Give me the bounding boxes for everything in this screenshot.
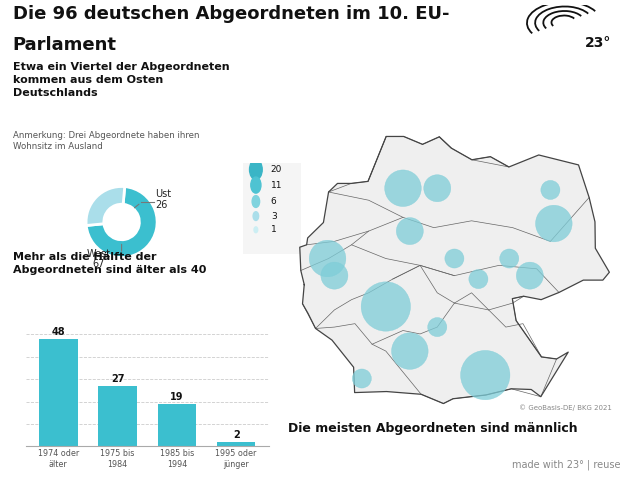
Circle shape	[516, 262, 543, 289]
Text: 26: 26	[156, 200, 168, 210]
Text: Die meisten Abgeordneten sind männlich: Die meisten Abgeordneten sind männlich	[288, 422, 578, 435]
Wedge shape	[86, 187, 125, 226]
Text: Parlament: Parlament	[13, 36, 116, 55]
Text: 67: 67	[92, 259, 105, 269]
Bar	[157, 404, 196, 446]
Circle shape	[424, 175, 451, 202]
Circle shape	[445, 249, 464, 268]
Wedge shape	[86, 187, 157, 257]
Circle shape	[500, 249, 519, 268]
Circle shape	[252, 195, 260, 207]
FancyBboxPatch shape	[243, 163, 301, 254]
Circle shape	[253, 212, 259, 220]
Polygon shape	[300, 136, 609, 404]
Text: 2: 2	[233, 430, 239, 440]
Circle shape	[361, 282, 410, 331]
Circle shape	[461, 350, 510, 400]
Circle shape	[392, 333, 428, 370]
Text: 6: 6	[271, 197, 276, 206]
Circle shape	[541, 180, 560, 200]
Circle shape	[250, 159, 262, 180]
Bar	[39, 339, 77, 446]
Text: Mehr als die Hälfte der
Abgeordneten sind älter als 40: Mehr als die Hälfte der Abgeordneten sin…	[13, 252, 206, 275]
Circle shape	[251, 177, 261, 193]
Bar	[99, 386, 137, 446]
Circle shape	[396, 217, 423, 245]
Bar	[217, 442, 255, 446]
Text: 23°: 23°	[586, 36, 612, 50]
Circle shape	[428, 318, 447, 336]
Circle shape	[536, 205, 572, 242]
Text: Etwa ein Viertel der Abgeordneten
kommen aus dem Osten
Deutschlands: Etwa ein Viertel der Abgeordneten kommen…	[13, 62, 229, 98]
Circle shape	[309, 240, 346, 277]
Circle shape	[385, 170, 421, 206]
Text: 1: 1	[271, 225, 276, 234]
Text: made with 23° | reuse: made with 23° | reuse	[512, 459, 621, 469]
Text: © GeoBasis-DE/ BKG 2021: © GeoBasis-DE/ BKG 2021	[520, 405, 612, 411]
Circle shape	[352, 369, 371, 388]
Text: 3: 3	[271, 212, 276, 221]
Circle shape	[321, 262, 348, 289]
Text: Anmerkung: Drei Abgeordnete haben ihren
Wohnsitz im Ausland: Anmerkung: Drei Abgeordnete haben ihren …	[13, 131, 199, 151]
Circle shape	[254, 227, 258, 233]
Text: West: West	[86, 249, 111, 259]
Text: 27: 27	[111, 373, 124, 384]
Text: 11: 11	[271, 180, 282, 190]
Text: 48: 48	[51, 326, 65, 336]
Text: Die 96 deutschen Abgeordneten im 10. EU-: Die 96 deutschen Abgeordneten im 10. EU-	[13, 5, 449, 23]
Text: Ust: Ust	[156, 189, 172, 199]
Text: 20: 20	[271, 165, 282, 174]
Text: 19: 19	[170, 392, 184, 402]
Circle shape	[469, 270, 488, 288]
